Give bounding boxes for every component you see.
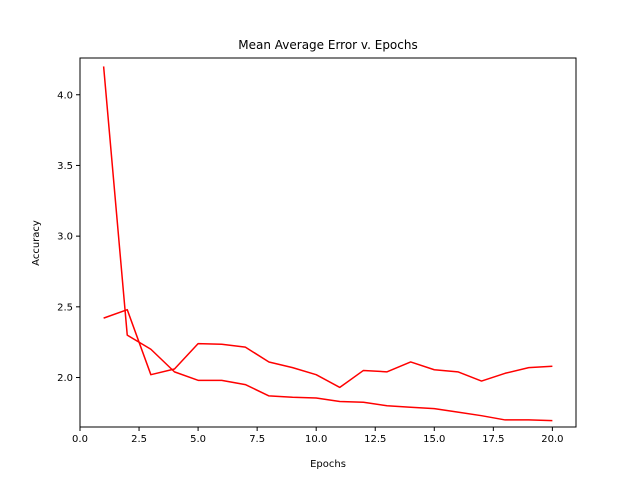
series-line-1 — [102, 66, 553, 422]
x-tick-label: 2.5 — [131, 434, 147, 445]
y-tick-label: 2.5 — [57, 302, 73, 313]
plot-area — [102, 66, 553, 422]
y-tick-label: 3.0 — [57, 232, 73, 243]
y-axis-label: Accuracy — [31, 220, 42, 266]
x-tick-label: 10.0 — [305, 434, 327, 445]
x-tick-label: 5.0 — [190, 434, 206, 445]
y-tick-label: 3.5 — [57, 161, 73, 172]
x-tick-label: 12.5 — [364, 434, 386, 445]
series-line-2 — [103, 308, 553, 389]
x-tick-label: 17.5 — [482, 434, 504, 445]
x-axis-label: Epochs — [310, 459, 346, 470]
plot-frame — [79, 57, 577, 428]
chart-title: Mean Average Error v. Epochs — [238, 38, 417, 52]
x-tick-label: 0.0 — [72, 434, 88, 445]
axes: 0.0 2.5 5.0 7.5 10.0 12.5 15.0 17.5 20.0 2.0 2.5 3.… — [57, 90, 563, 445]
y-tick-label: 4.0 — [57, 90, 73, 101]
x-tick-label: 20.0 — [541, 434, 563, 445]
y-tick-label: 2.0 — [57, 373, 73, 384]
x-tick-label: 7.5 — [249, 434, 265, 445]
x-tick-label: 15.0 — [423, 434, 445, 445]
